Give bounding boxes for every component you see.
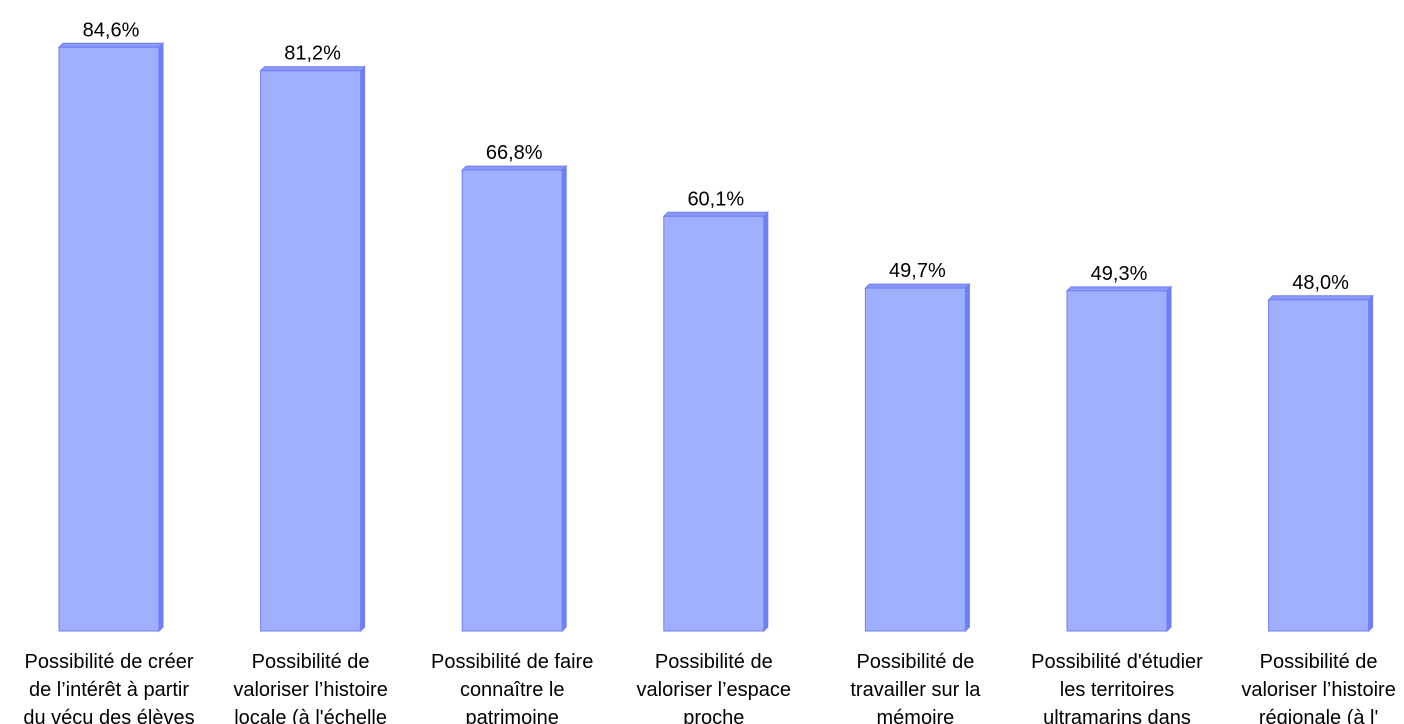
bar [662, 211, 770, 633]
category-label-line: mémoire [877, 707, 955, 724]
bar-value-label: 66,8% [486, 142, 543, 164]
bar-front-face [864, 287, 966, 632]
category-label: Possibilité de créer de l’intérêt à parti… [23, 651, 194, 724]
category-label-line: connaître le [460, 679, 565, 701]
bar-value-label: 49,7% [889, 260, 946, 282]
category-label-line: Possibilité d'étudier [1031, 651, 1203, 673]
category-label: Possibilité de travailler sur la mémoire [850, 651, 981, 724]
bar-top-face [57, 42, 165, 48]
category-label-line: Possibilité de [655, 651, 773, 673]
bar [259, 65, 366, 633]
bar-front-face [260, 70, 362, 632]
category-label-line: de l’intérêt à partir [29, 679, 189, 701]
value-labels-layer: 84,6% 81,2% 66,8% 60,1% 49,7% 49,3% 48,0% [83, 19, 1350, 294]
bar-top-face [1065, 286, 1173, 292]
category-label: Possibilité de valoriser l’espace proche [637, 651, 792, 724]
bar-side-face [360, 65, 366, 633]
category-label: Possibilité d'étudier les territoires ultr… [1031, 651, 1203, 724]
category-label: Possibilité de valoriser l’histoire région… [1241, 651, 1396, 724]
bar-front-face [1268, 299, 1370, 632]
category-label-line: Possibilité de faire [431, 651, 593, 673]
bar-value-label: 48,0% [1292, 272, 1349, 294]
category-label: Possibilité de valoriser l’histoire locale… [233, 651, 388, 724]
category-label-line: du vécu des élèves [23, 707, 194, 724]
category-label-line: patrimoine [466, 707, 559, 724]
bar-front-face [663, 215, 765, 632]
bar [864, 282, 971, 633]
bar-front-face [58, 46, 160, 632]
category-label-line: travailler sur la [850, 679, 981, 701]
bar-value-label: 60,1% [687, 188, 744, 210]
category-label: Possibilité de faire connaître le patrimoi… [431, 651, 593, 724]
bar [460, 164, 568, 633]
bars-layer [57, 42, 1374, 633]
bar-value-label: 84,6% [83, 19, 140, 41]
bar-value-label: 81,2% [284, 43, 341, 65]
category-label-line: valoriser l’histoire [233, 679, 388, 701]
bar [57, 42, 165, 633]
category-label-line: valoriser l’histoire [1241, 679, 1396, 701]
category-label-line: Possibilité de [252, 651, 370, 673]
bar-side-face [763, 211, 769, 633]
bar-side-face [158, 42, 164, 633]
bar-top-face [259, 66, 366, 72]
bar-side-face [561, 164, 567, 633]
bar [1267, 294, 1374, 633]
category-label-line: locale (à l'échelle [234, 707, 387, 724]
category-label-line: Possibilité de [1260, 651, 1378, 673]
bar-side-face [1166, 285, 1172, 633]
category-labels-layer: Possibilité de créer de l’intérêt à parti… [23, 651, 1395, 724]
category-label-line: ultramarins dans [1043, 707, 1191, 724]
bar [1065, 285, 1173, 633]
bar-top-face [864, 283, 971, 289]
category-label-line: Possibilité de créer [25, 651, 194, 673]
bar-front-face [461, 169, 563, 632]
category-label-line: valoriser l’espace [637, 679, 792, 701]
category-label-line: Possibilité de [856, 651, 974, 673]
category-label-line: proche [683, 707, 744, 724]
bar-top-face [1267, 295, 1374, 301]
bar-side-face [964, 282, 970, 633]
category-label-line: régionale (à l' [1259, 707, 1378, 724]
bar-front-face [1066, 290, 1168, 632]
bar-value-label: 49,3% [1091, 263, 1148, 285]
bar-top-face [460, 165, 568, 171]
category-label-line: les territoires [1060, 679, 1174, 701]
bar-top-face [662, 211, 770, 217]
bar-side-face [1368, 294, 1374, 633]
